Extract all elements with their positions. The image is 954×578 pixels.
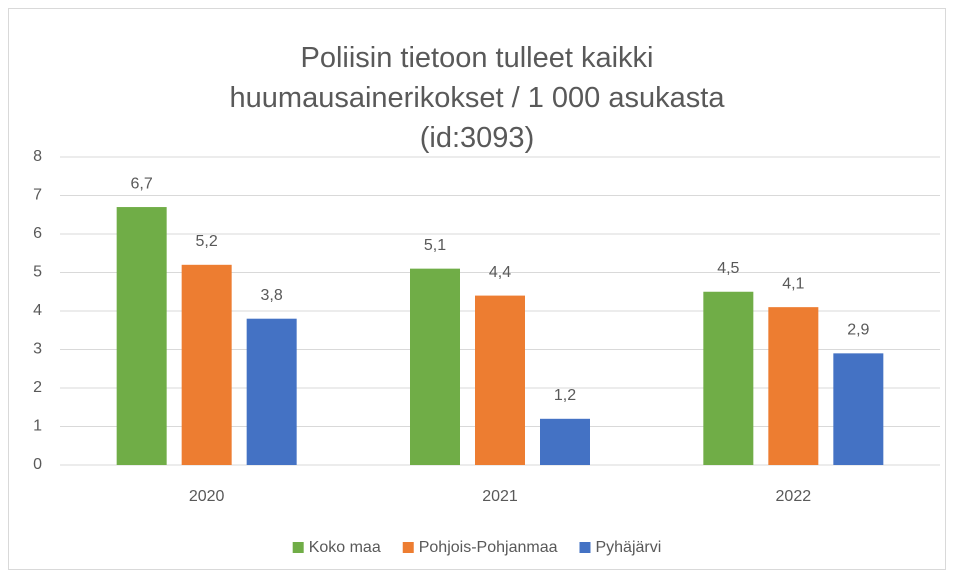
x-tick-label: 2020 <box>189 488 225 505</box>
y-tick-label: 0 <box>33 456 42 473</box>
legend-label: Koko maa <box>309 539 381 556</box>
y-tick-label: 4 <box>33 302 42 319</box>
bar <box>246 318 297 465</box>
data-label: 2,9 <box>847 322 869 339</box>
data-label: 6,7 <box>131 175 153 192</box>
bar <box>475 295 525 465</box>
legend-label: Pyhäjärvi <box>595 539 661 556</box>
bar <box>410 268 460 465</box>
bar <box>768 307 819 465</box>
data-label: 4,1 <box>782 275 804 292</box>
y-tick-label: 6 <box>33 225 42 242</box>
data-label: 5,1 <box>424 237 446 254</box>
bar <box>540 418 590 465</box>
x-tick-label: 2021 <box>482 488 518 505</box>
chart-title: Poliisin tietoon tulleet kaikki huumausa… <box>229 42 725 154</box>
legend-label: Pohjois-Pohjanmaa <box>419 539 558 556</box>
data-label: 1,2 <box>554 387 576 404</box>
x-tick-label: 2022 <box>776 488 812 505</box>
data-label: 4,4 <box>489 264 511 281</box>
data-label: 5,2 <box>196 233 218 250</box>
y-tick-label: 3 <box>33 341 42 358</box>
data-label: 4,5 <box>717 260 739 277</box>
bar <box>116 207 167 466</box>
bar <box>181 264 232 465</box>
bar <box>703 291 754 465</box>
y-tick-label: 1 <box>33 418 42 435</box>
y-tick-label: 2 <box>33 379 42 396</box>
y-tick-label: 7 <box>33 187 42 204</box>
data-label: 3,8 <box>261 287 283 304</box>
y-tick-label: 8 <box>33 148 42 165</box>
y-tick-label: 5 <box>33 264 42 281</box>
legend-swatch <box>402 542 414 553</box>
legend-swatch <box>292 542 304 553</box>
legend-swatch <box>579 542 591 553</box>
bar <box>833 353 884 465</box>
